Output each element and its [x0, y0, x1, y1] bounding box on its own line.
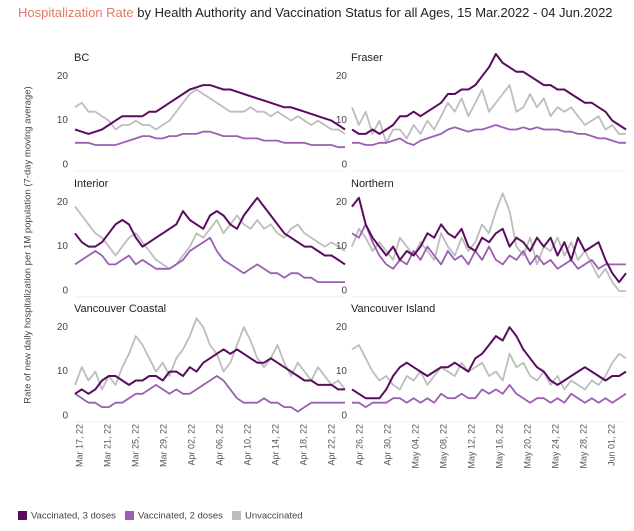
series-line — [74, 236, 345, 284]
y-tick-label: 0 — [341, 286, 347, 297]
series-line — [352, 124, 626, 146]
series-line — [74, 196, 346, 266]
title-highlight: Hospitalization Rate — [18, 5, 134, 20]
y-tick-label: 0 — [62, 411, 68, 422]
x-tick-label: Apr 14, 22 — [270, 424, 280, 466]
panel-title: BC — [74, 52, 89, 64]
panel-title: Vancouver Island — [351, 303, 435, 315]
y-axis-label: Rate of new daily hospitalization per 1M… — [23, 86, 34, 403]
x-tick-label: Apr 06, 22 — [214, 424, 224, 466]
legend-label: Vaccinated, 3 doses — [31, 511, 116, 522]
y-tick-label: 0 — [62, 160, 68, 171]
x-tick-label: Mar 25, 22 — [130, 424, 140, 467]
y-tick-label: 20 — [336, 322, 348, 333]
panel-title: Northern — [351, 178, 394, 190]
x-tick-label: Apr 02, 22 — [186, 424, 196, 466]
x-tick-label: May 16, 22 — [494, 424, 504, 469]
x-tick-label: Apr 18, 22 — [298, 424, 308, 466]
series-line — [75, 130, 345, 149]
y-tick-label: 10 — [336, 241, 348, 252]
y-tick-label: 20 — [57, 197, 69, 208]
x-tick-label: May 12, 22 — [466, 424, 476, 469]
x-tick-label: May 20, 22 — [522, 424, 532, 469]
series-line — [351, 192, 626, 292]
x-tick-label: Jun 01, 22 — [606, 424, 616, 466]
series-line — [351, 53, 627, 135]
series-line — [74, 88, 346, 135]
x-tick-label: Apr 30, 22 — [382, 424, 392, 466]
y-tick-label: 20 — [57, 322, 69, 333]
legend-label: Vaccinated, 2 doses — [138, 511, 223, 522]
x-tick-label: Apr 10, 22 — [242, 424, 252, 466]
x-tick-label: May 08, 22 — [438, 424, 448, 469]
series-line — [74, 348, 345, 395]
legend-swatch — [18, 511, 27, 520]
y-tick-label: 10 — [57, 241, 69, 252]
y-tick-label: 20 — [336, 71, 348, 82]
series-line — [351, 326, 627, 400]
y-tick-label: 10 — [57, 115, 69, 126]
legend-swatch — [125, 511, 134, 520]
series-line — [351, 223, 626, 270]
y-tick-label: 10 — [57, 366, 69, 377]
x-tick-label: May 28, 22 — [578, 424, 588, 469]
x-tick-label: Apr 26, 22 — [354, 424, 364, 466]
series-line — [74, 317, 346, 391]
x-tick-label: May 24, 22 — [550, 424, 560, 469]
series-line — [351, 84, 626, 144]
series-line — [351, 344, 627, 391]
series-line — [74, 206, 346, 270]
x-tick-label: Mar 21, 22 — [102, 424, 112, 467]
series-line — [352, 383, 627, 409]
y-tick-label: 20 — [57, 71, 69, 82]
x-tick-label: Mar 17, 22 — [74, 424, 84, 467]
panel-title: Vancouver Coastal — [74, 303, 166, 315]
y-tick-label: 0 — [62, 286, 68, 297]
y-tick-label: 20 — [336, 197, 348, 208]
series-line — [74, 84, 346, 135]
y-tick-label: 0 — [341, 160, 347, 171]
y-tick-label: 0 — [341, 411, 347, 422]
y-tick-label: 10 — [336, 115, 348, 126]
panel-title: Interior — [74, 178, 109, 190]
legend-label: Unvaccinated — [245, 511, 303, 522]
title-rest: by Health Authority and Vaccination Stat… — [137, 5, 613, 20]
x-tick-label: May 04, 22 — [410, 424, 420, 469]
x-tick-label: Mar 29, 22 — [158, 424, 168, 467]
series-line — [351, 196, 627, 284]
panel-title: Fraser — [351, 52, 383, 64]
y-tick-label: 10 — [336, 366, 348, 377]
x-tick-label: Apr 22, 22 — [326, 424, 336, 466]
chart-title: Hospitalization Rate by Health Authority… — [18, 4, 623, 21]
legend-swatch — [232, 511, 241, 520]
series-line — [74, 375, 345, 413]
